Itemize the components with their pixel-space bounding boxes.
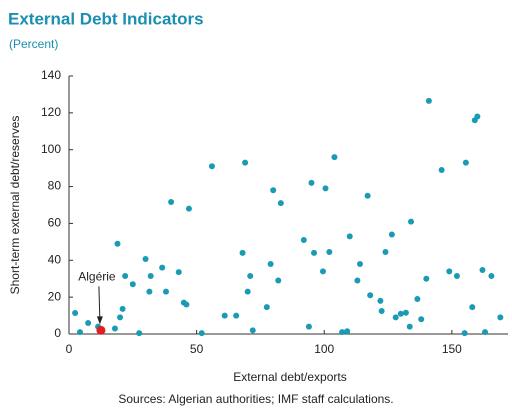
point — [446, 268, 453, 275]
point — [244, 288, 251, 295]
point — [388, 231, 395, 238]
point — [402, 309, 409, 316]
source: Sources: Algerian authorities; IMF staff… — [118, 392, 393, 406]
point — [76, 329, 83, 336]
point — [397, 310, 404, 317]
point — [453, 272, 460, 279]
point — [147, 272, 154, 279]
point — [198, 330, 205, 337]
point — [119, 305, 126, 312]
point — [311, 249, 318, 256]
point — [482, 329, 489, 336]
point — [479, 267, 486, 274]
point — [208, 163, 215, 170]
point — [114, 240, 121, 247]
point — [488, 272, 495, 279]
point — [85, 319, 92, 326]
point — [111, 325, 118, 332]
point — [183, 301, 190, 308]
point — [122, 272, 129, 279]
y-tick-label: 140 — [41, 68, 61, 82]
point — [346, 233, 353, 240]
point — [469, 304, 476, 311]
point — [270, 187, 277, 194]
point — [175, 269, 182, 276]
point — [461, 330, 468, 337]
point — [331, 154, 338, 161]
point — [129, 281, 136, 288]
point — [326, 248, 333, 255]
point — [233, 312, 240, 319]
point — [423, 275, 430, 282]
point — [367, 292, 374, 299]
point — [308, 179, 315, 186]
point — [406, 323, 413, 330]
annotation-arrow — [98, 286, 101, 322]
point — [354, 277, 361, 284]
point — [136, 330, 143, 337]
chart-subtitle: (Percent) — [9, 37, 58, 51]
x-tick-label: 150 — [442, 342, 462, 356]
annotation-arrowhead — [96, 316, 103, 325]
point — [247, 272, 254, 279]
point — [96, 325, 106, 335]
y-tick-label: 100 — [41, 142, 61, 156]
point — [305, 323, 312, 330]
x-axis-label: External debt/exports — [233, 370, 346, 384]
y-tick-label: 80 — [48, 179, 62, 193]
point — [408, 218, 415, 225]
point — [72, 309, 79, 316]
point — [462, 159, 469, 166]
point — [418, 316, 425, 323]
y-tick-label: 60 — [48, 216, 62, 230]
x-tick-label: 100 — [314, 342, 334, 356]
point — [438, 166, 445, 173]
point — [319, 268, 326, 275]
point — [267, 260, 274, 267]
point — [162, 288, 169, 295]
point — [146, 288, 153, 295]
point — [239, 249, 246, 256]
point — [414, 295, 421, 302]
point — [242, 159, 249, 166]
point — [356, 260, 363, 267]
x-tick-label: 50 — [190, 342, 204, 356]
point — [425, 97, 432, 104]
point — [263, 304, 270, 311]
y-tick-label: 40 — [48, 252, 62, 266]
point — [277, 200, 284, 207]
y-tick-label: 0 — [54, 326, 61, 340]
x-tick-label: 0 — [66, 342, 73, 356]
point — [159, 264, 166, 271]
point — [300, 237, 307, 244]
y-axis-label: Short-term external debt/reserves — [8, 116, 22, 295]
point — [474, 113, 481, 120]
point — [339, 329, 346, 336]
y-tick-label: 120 — [41, 105, 61, 119]
point — [249, 327, 256, 334]
point — [392, 314, 399, 321]
point — [377, 297, 384, 304]
point — [322, 185, 329, 192]
point — [382, 248, 389, 255]
point — [275, 277, 282, 284]
point — [497, 314, 504, 321]
point — [117, 314, 124, 321]
point — [364, 192, 371, 199]
point — [378, 307, 385, 314]
y-tick-label: 20 — [48, 289, 62, 303]
chart-title: External Debt Indicators — [8, 9, 204, 28]
point — [142, 255, 149, 262]
point — [168, 199, 175, 206]
annotation: Algérie — [78, 269, 116, 283]
point — [185, 205, 192, 212]
point — [221, 312, 228, 319]
point — [344, 328, 351, 335]
